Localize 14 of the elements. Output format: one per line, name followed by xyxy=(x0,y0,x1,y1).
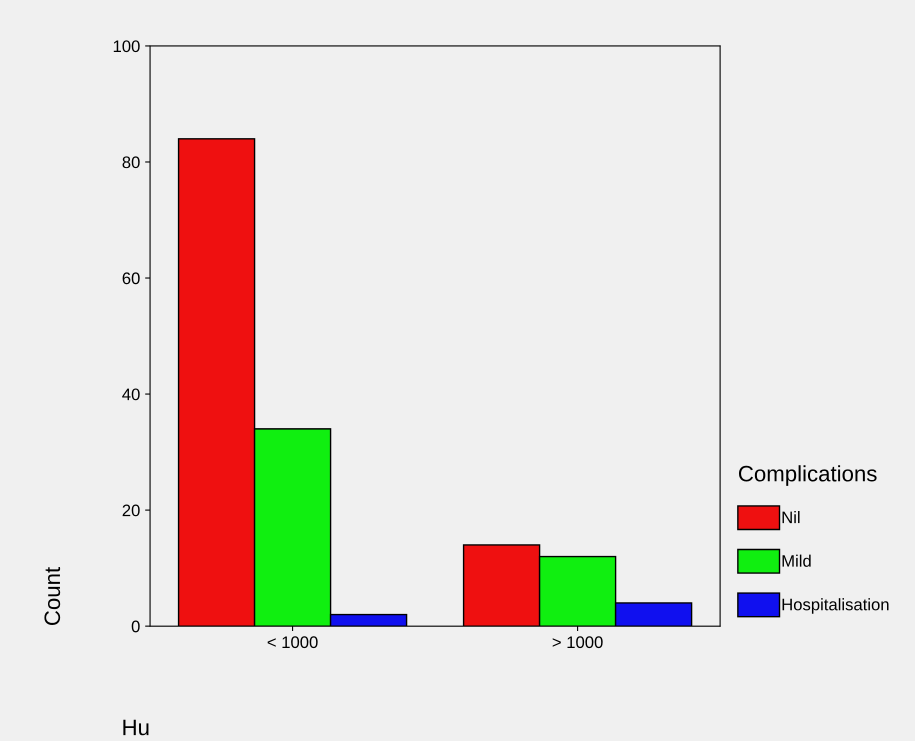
legend-label: Mild xyxy=(782,554,811,567)
y-tick-label: 40 xyxy=(122,388,140,400)
y-tick-label: 60 xyxy=(122,272,140,284)
x-axis-title: Hu xyxy=(123,720,148,736)
y-tick-label: 20 xyxy=(122,504,140,516)
x-tick-label: > 1000 xyxy=(552,636,603,648)
legend-label: Nil xyxy=(782,511,800,524)
y-tick-label: 100 xyxy=(114,40,140,52)
legend-label: Hospitalisation xyxy=(782,598,888,614)
x-tick-label: < 1000 xyxy=(268,636,318,648)
y-tick-label: 80 xyxy=(122,156,140,168)
legend-title: Complications xyxy=(738,465,877,486)
y-tick-label: 0 xyxy=(132,620,140,632)
y-axis-title: Count xyxy=(44,567,60,626)
